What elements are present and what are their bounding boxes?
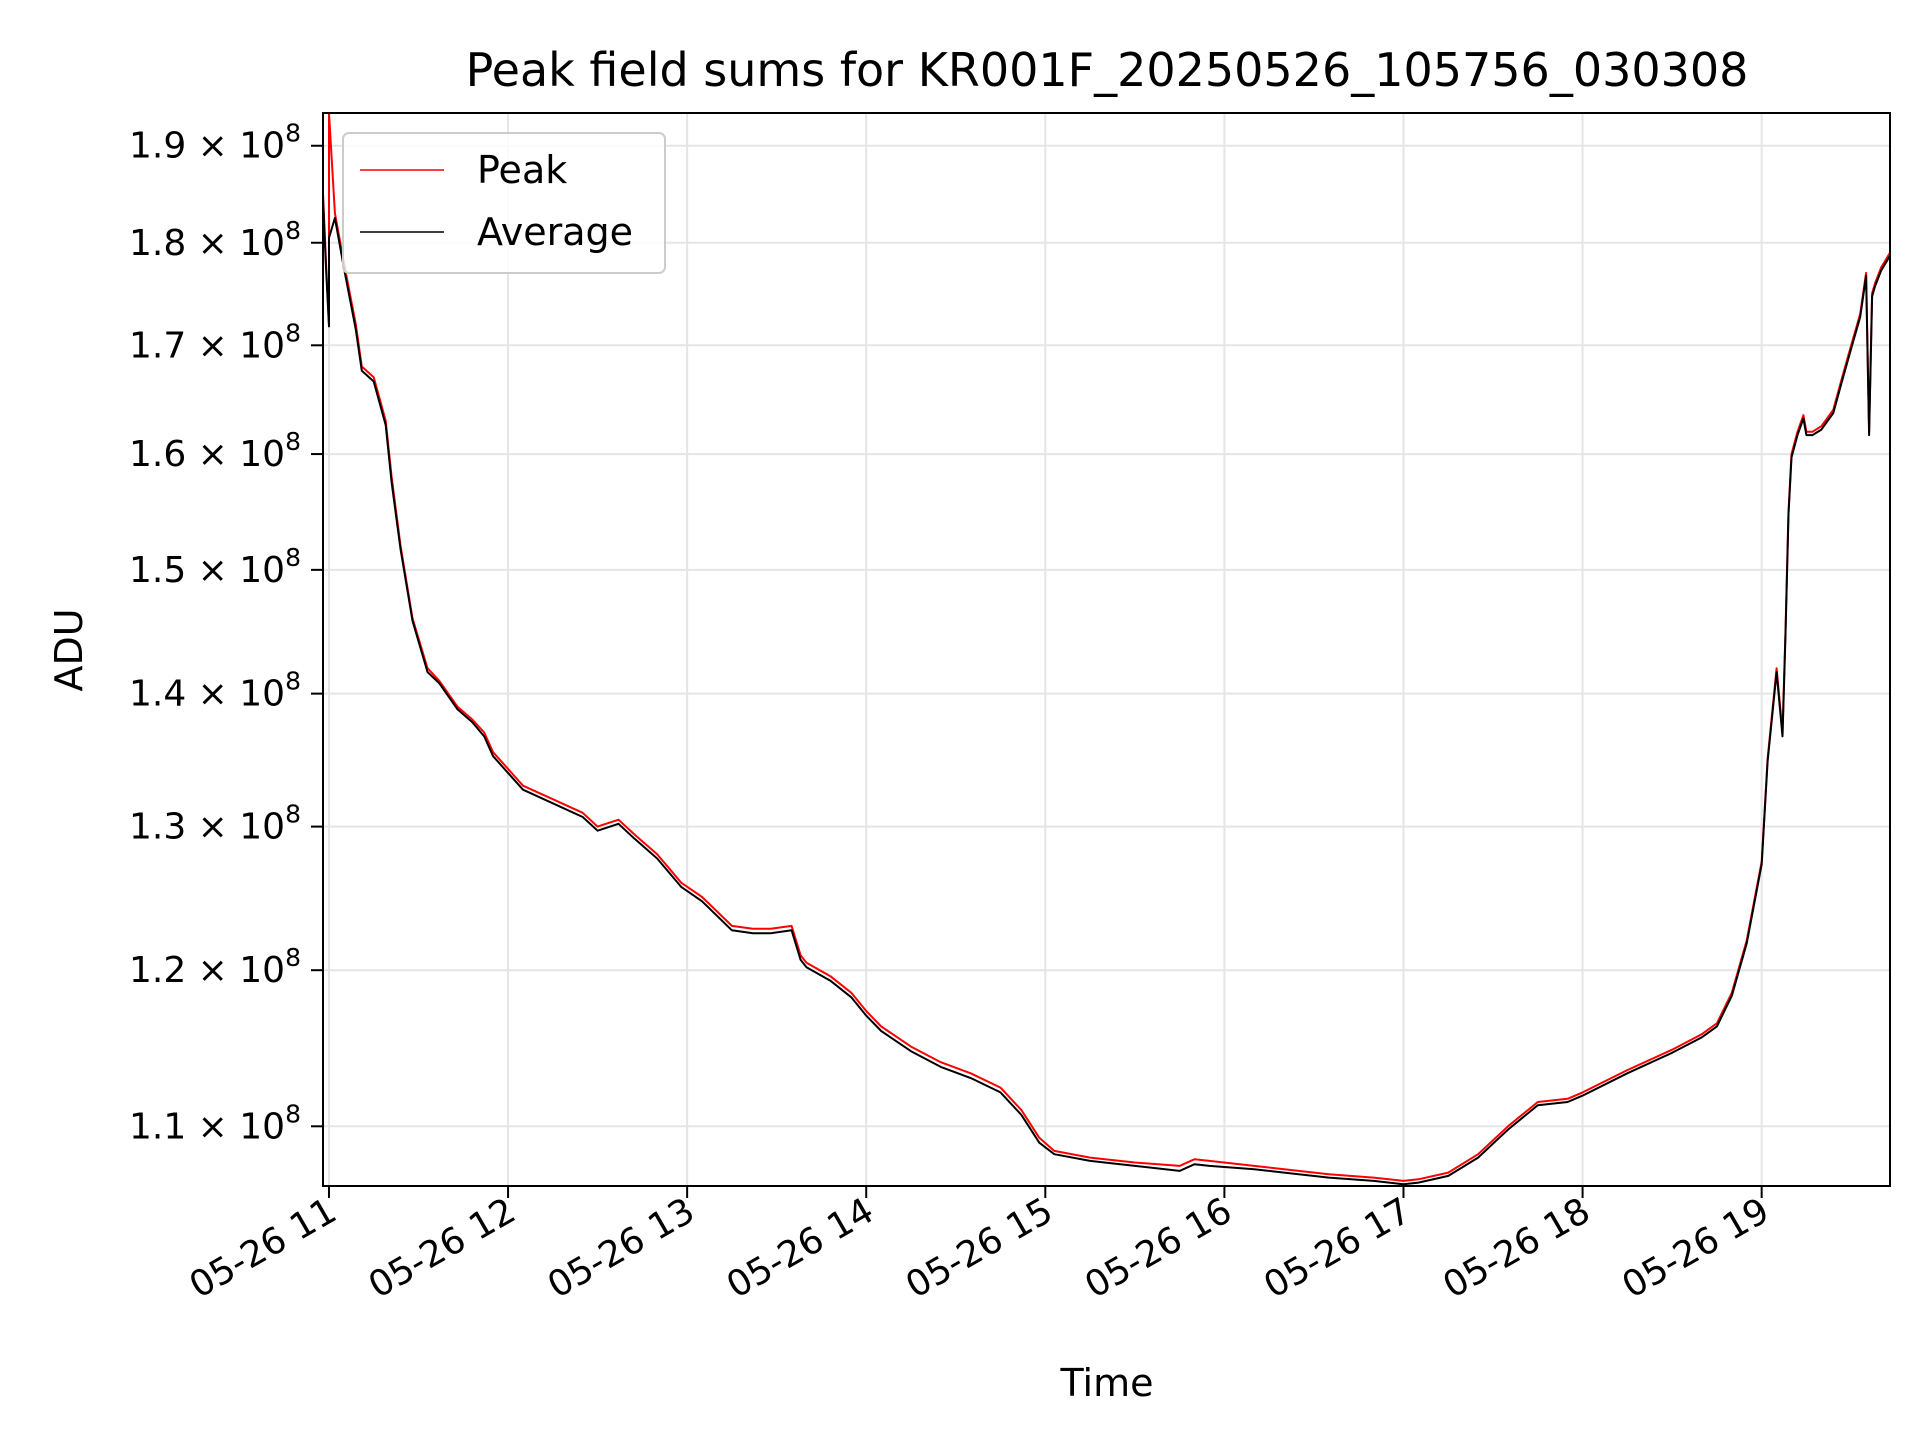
y-tick-label: 1.6 × 108 (129, 427, 301, 475)
y-tick-mantissa: 1.1 × 10 (129, 1106, 285, 1147)
y-tick-mantissa: 1.5 × 10 (129, 550, 285, 591)
y-tick-exponent: 8 (285, 427, 301, 456)
y-tick-exponent: 8 (285, 318, 301, 347)
y-tick-exponent: 8 (285, 667, 301, 696)
y-tick-label: 1.5 × 108 (129, 543, 301, 591)
plot-frame (322, 112, 1891, 1187)
y-tick-mantissa: 1.4 × 10 (129, 674, 285, 715)
y-axis-label: ADU (47, 608, 91, 691)
legend-label-peak: Peak (477, 148, 567, 192)
chart-title: Peak field sums for KR001F_20250526_1057… (466, 43, 1749, 97)
y-tick-label: 1.3 × 108 (129, 800, 301, 848)
y-tick-mantissa: 1.7 × 10 (129, 325, 285, 366)
legend-box (342, 132, 666, 274)
y-tick-label: 1.1 × 108 (129, 1099, 301, 1147)
y-tick-exponent: 8 (285, 543, 301, 572)
y-tick-label: 1.4 × 108 (129, 667, 301, 715)
legend: Peak Average (342, 132, 666, 274)
y-tick-exponent: 8 (285, 800, 301, 829)
y-tick-label: 1.2 × 108 (129, 943, 301, 991)
y-tick-mantissa: 1.2 × 10 (129, 950, 285, 991)
y-tick-exponent: 8 (285, 943, 301, 972)
legend-label-average: Average (477, 210, 633, 254)
y-tick-label: 1.7 × 108 (129, 318, 301, 366)
y-tick-label: 1.9 × 108 (129, 119, 301, 167)
y-tick-exponent: 8 (285, 1099, 301, 1128)
series-line-average (322, 198, 1891, 1186)
y-tick-exponent: 8 (285, 216, 301, 245)
y-tick-exponent: 8 (285, 119, 301, 148)
series-layer (322, 112, 1891, 1186)
x-axis-label: Time (1060, 1361, 1154, 1405)
y-tick-mantissa: 1.6 × 10 (129, 434, 285, 475)
y-tick-mantissa: 1.3 × 10 (129, 807, 285, 848)
grid-lines (323, 113, 1890, 1186)
y-tick-label: 1.8 × 108 (129, 216, 301, 264)
y-tick-mantissa: 1.8 × 10 (129, 223, 285, 264)
y-tick-mantissa: 1.9 × 10 (129, 126, 285, 167)
